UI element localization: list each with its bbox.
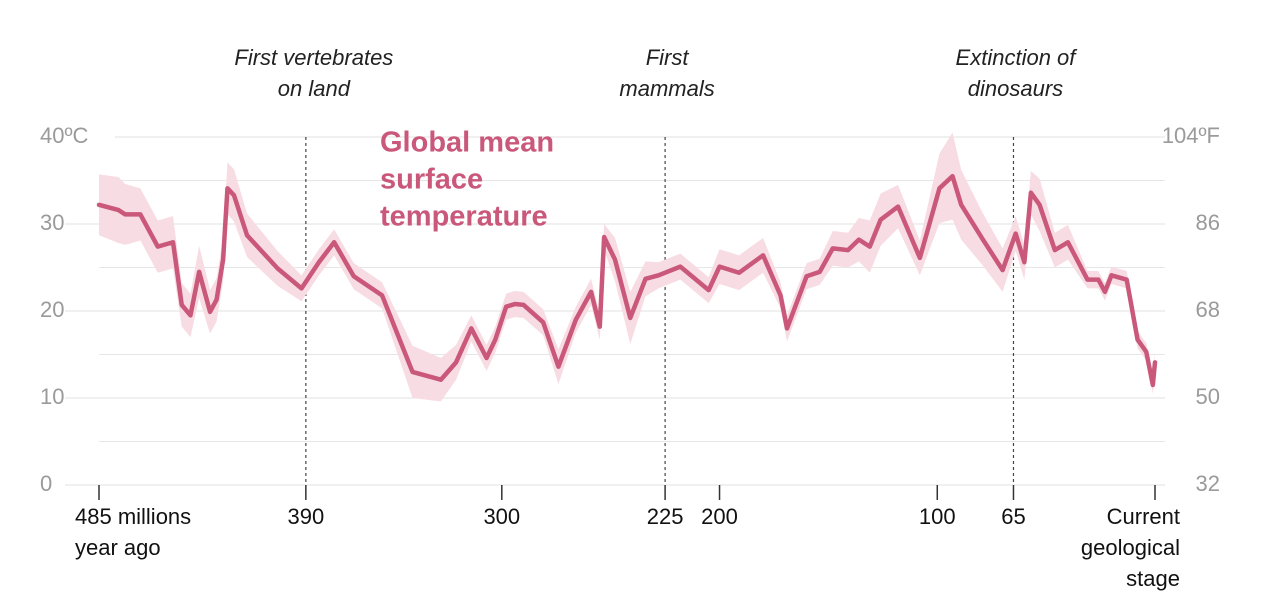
- annotation-text: mammals: [619, 76, 714, 101]
- y2-tick-label: 68: [1196, 297, 1220, 322]
- y-tick-label: 10: [40, 384, 64, 409]
- annotation-text: dinosaurs: [968, 76, 1063, 101]
- y2-tick-label: 50: [1196, 384, 1220, 409]
- x-tick-label: 485 millions: [75, 504, 191, 529]
- x-tick-label: 225: [647, 504, 684, 529]
- x-tick-label: year ago: [75, 535, 161, 560]
- annotation-text: First vertebrates: [234, 45, 393, 70]
- x-tick-label: 100: [919, 504, 956, 529]
- x-tick-label: geological: [1081, 535, 1180, 560]
- annotation-text: Extinction of: [956, 45, 1079, 70]
- x-tick-label: 300: [483, 504, 520, 529]
- annotation-text: on land: [278, 76, 351, 101]
- x-tick-label: stage: [1126, 566, 1180, 591]
- x-tick-label: 200: [701, 504, 738, 529]
- chart-title: Global mean: [380, 127, 554, 159]
- line: [96, 173, 1158, 388]
- x-tick-label: 65: [1001, 504, 1025, 529]
- y2-tick-label: 32: [1196, 471, 1220, 496]
- y-tick-label: 0: [40, 471, 52, 496]
- y-tick-label: 20: [40, 297, 64, 322]
- chart-title: temperature: [380, 201, 548, 233]
- y2-tick-label: 104ºF: [1162, 123, 1220, 148]
- y-tick-label: 30: [40, 210, 64, 235]
- y2-tick-label: 86: [1196, 210, 1220, 235]
- x-tick-label: 390: [287, 504, 324, 529]
- chart-title: surface: [380, 164, 483, 196]
- annotation-text: First: [646, 45, 690, 70]
- y-tick-label: 40ºC: [40, 123, 89, 148]
- uncertainty-band: [99, 132, 1155, 402]
- x-tick-label: Current: [1107, 504, 1180, 529]
